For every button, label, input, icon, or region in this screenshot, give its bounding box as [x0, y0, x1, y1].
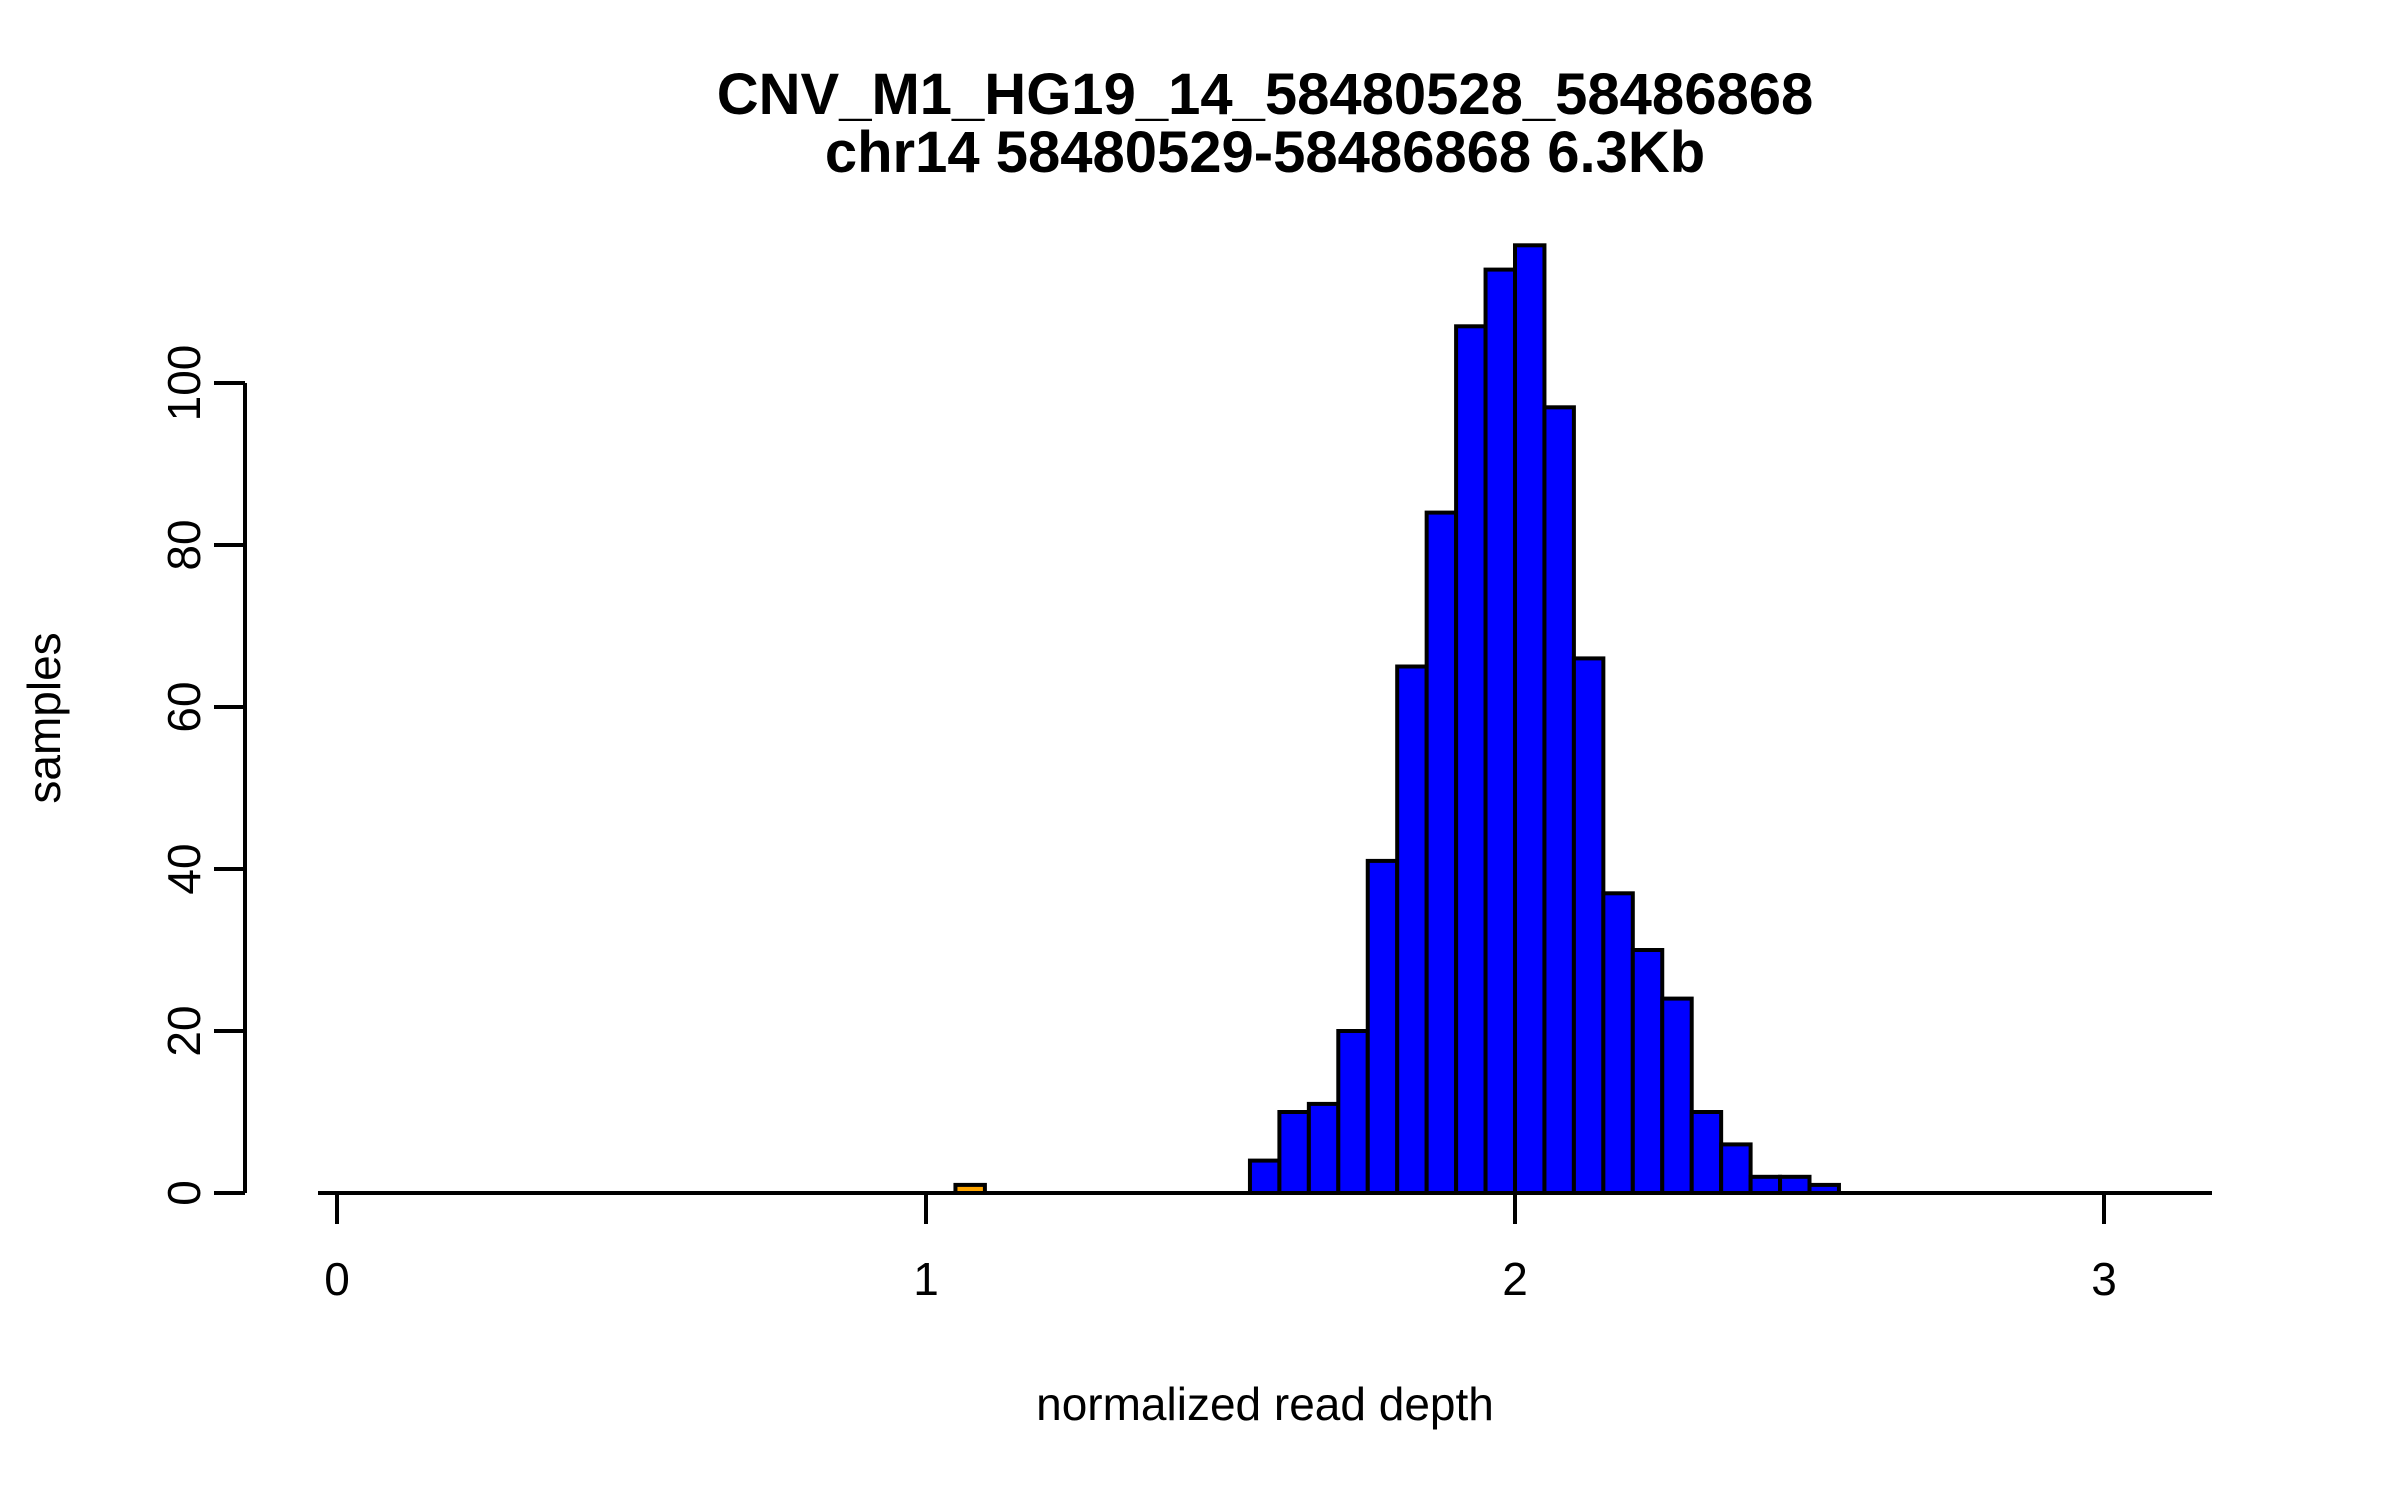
- histogram-bar: [1778, 1174, 1812, 1196]
- histogram-bar: [1689, 1110, 1724, 1195]
- y-tick-label: 60: [158, 681, 210, 732]
- x-axis: 0 1 2 3: [318, 1191, 2212, 1305]
- x-tick-label: 3: [2091, 1253, 2117, 1305]
- histogram-bar: [1630, 948, 1665, 1195]
- x-axis-label: normalized read depth: [1036, 1378, 1494, 1430]
- y-axis: 0 20 40 60 80 100: [158, 345, 247, 1206]
- histogram-bar: [1719, 1142, 1753, 1196]
- histogram-bar: [1306, 1101, 1341, 1196]
- y-tick-label: 20: [158, 1005, 210, 1056]
- y-tick-label: 100: [158, 345, 210, 422]
- histogram-bar: [1513, 243, 1547, 1196]
- y-tick-label: 40: [158, 843, 210, 894]
- chart-title: CNV_M1_HG19_14_58480528_58486868: [717, 62, 1813, 127]
- histogram-bar: [1660, 996, 1694, 1195]
- histogram-bar: [1571, 656, 1606, 1195]
- histogram-bar: [1454, 324, 1488, 1195]
- histogram-bar: [1395, 664, 1429, 1195]
- y-axis-label: samples: [18, 632, 70, 803]
- y-tick-label: 0: [158, 1180, 210, 1206]
- x-tick-label: 2: [1502, 1253, 1528, 1305]
- histogram-bar: [1336, 1029, 1370, 1195]
- x-tick-label: 0: [324, 1253, 350, 1305]
- histogram-bar: [1542, 405, 1576, 1195]
- histogram-bar: [1483, 267, 1518, 1196]
- histogram-bar: [1424, 510, 1459, 1195]
- histogram-bars: [953, 243, 1841, 1196]
- chart-subtitle: chr14 58480529-58486868 6.3Kb: [825, 120, 1705, 185]
- histogram-bar: [1277, 1110, 1311, 1195]
- histogram-bar: [1601, 891, 1635, 1195]
- histogram-bar: [1365, 858, 1400, 1196]
- histogram-bar: [1247, 1158, 1282, 1195]
- x-tick-label: 1: [913, 1253, 939, 1305]
- y-tick-label: 80: [158, 519, 210, 570]
- histogram-bar: [1748, 1174, 1783, 1196]
